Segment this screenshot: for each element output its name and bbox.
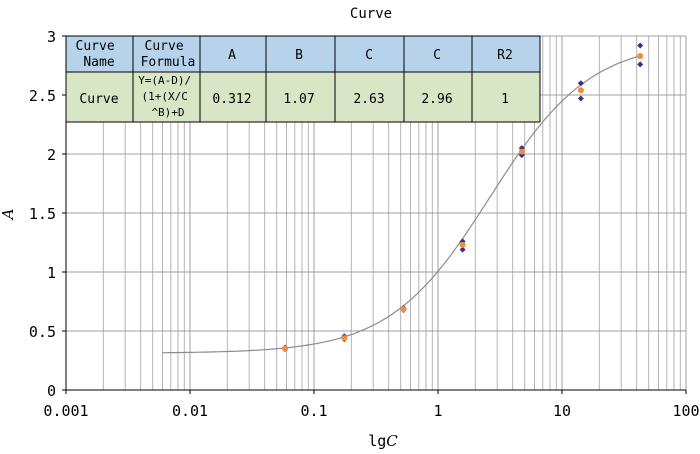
header-curve-name-line2: Name bbox=[83, 55, 114, 70]
chart-title: Curve bbox=[350, 6, 392, 22]
x-tick-label-1: 0.01 bbox=[172, 402, 208, 420]
header-curve-formula-line1: Curve bbox=[145, 39, 184, 54]
formula-line1: Y=(A-D)/ bbox=[138, 74, 191, 87]
table-grid-lines bbox=[65, 35, 541, 123]
x-axis-label-var: C bbox=[386, 432, 398, 450]
table-row-bg bbox=[66, 72, 540, 122]
x-tick-label-3: 1 bbox=[433, 402, 442, 420]
replicate-point bbox=[577, 80, 584, 87]
table-header-bg bbox=[66, 36, 540, 72]
mean-point bbox=[282, 345, 289, 352]
y-tick-label-4: 2 bbox=[47, 146, 56, 164]
table-cell-d: 2.96 bbox=[421, 92, 452, 107]
formula-line2: (1+(X/C bbox=[142, 90, 188, 103]
mean-point bbox=[341, 335, 348, 342]
header-curve-formula-line2: Formula bbox=[141, 55, 196, 70]
x-tick-label-4: 10 bbox=[553, 402, 571, 420]
mean-point bbox=[577, 87, 584, 94]
table-header-curve-formula: Curve Formula bbox=[141, 39, 196, 70]
x-tick-label-0: 0.001 bbox=[43, 402, 88, 420]
formula-line3: ^B)+D bbox=[151, 106, 184, 119]
y-axis-label: A bbox=[0, 208, 17, 221]
table-cell-curve-name: Curve bbox=[79, 92, 118, 107]
table-header-r2: R2 bbox=[497, 48, 513, 63]
table-cell-curve-formula: Y=(A-D)/ (1+(X/C ^B)+D bbox=[138, 74, 198, 119]
x-axis-label-prefix: lg bbox=[368, 432, 386, 450]
y-tick-label-6: 3 bbox=[47, 28, 56, 46]
x-axis-label: lgC bbox=[368, 432, 398, 450]
table-header-c-second: C bbox=[433, 48, 441, 63]
x-tick-label-2: 0.1 bbox=[300, 402, 327, 420]
y-tick-label-1: 0.5 bbox=[29, 323, 56, 341]
table-header-curve-name: Curve Name bbox=[76, 39, 123, 70]
y-tick-label-2: 1 bbox=[47, 264, 56, 282]
data-points-layer bbox=[282, 42, 644, 353]
table-header-c: C bbox=[365, 48, 373, 63]
x-tick-label-5: 100 bbox=[672, 402, 699, 420]
table-cell-c: 2.63 bbox=[353, 92, 384, 107]
y-tick-label-5: 2.5 bbox=[29, 87, 56, 105]
table-cell-b: 1.07 bbox=[283, 92, 314, 107]
axes: 0.001 0.01 0.1 1 10 100 0 0.5 1 1.5 2 2.5 3 bbox=[29, 28, 700, 420]
replicate-point bbox=[459, 246, 466, 253]
replicate-point bbox=[637, 61, 644, 68]
mean-point bbox=[637, 53, 644, 60]
parameter-table: Curve Name Curve Formula A B C C R2 Curv… bbox=[65, 35, 541, 123]
mean-point bbox=[459, 241, 466, 248]
table-cell-a: 0.312 bbox=[212, 92, 251, 107]
replicate-point bbox=[637, 42, 644, 49]
mean-point bbox=[400, 306, 407, 313]
y-tick-label-3: 1.5 bbox=[29, 205, 56, 223]
table-cell-r2: 1 bbox=[501, 92, 509, 107]
y-tick-label-0: 0 bbox=[47, 382, 56, 400]
mean-point bbox=[518, 148, 525, 155]
table-header-b: B bbox=[295, 48, 303, 63]
replicate-point bbox=[577, 95, 584, 102]
table-header-a: A bbox=[228, 48, 236, 63]
header-curve-name-line1: Curve bbox=[76, 39, 115, 54]
